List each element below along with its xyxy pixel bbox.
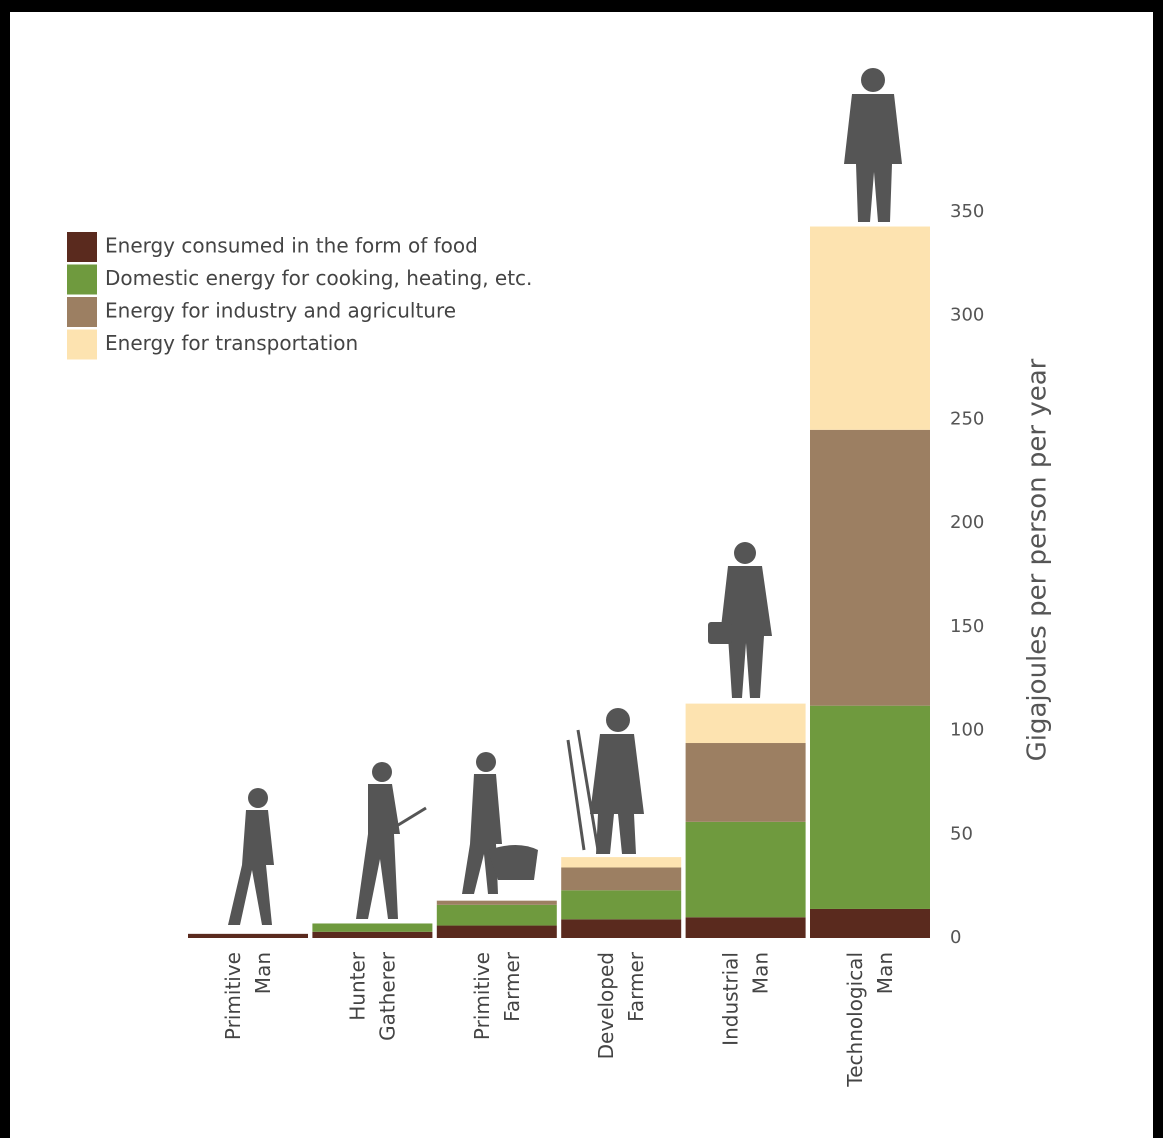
y-tick-label: 300 — [950, 305, 984, 326]
legend-label: Energy consumed in the form of food — [105, 234, 478, 258]
x-tick-label: Developed Farmer — [594, 951, 648, 1059]
y-tick-label: 250 — [950, 408, 984, 429]
silhouettes — [228, 68, 902, 925]
bar-segment — [685, 917, 806, 938]
legend-label: Domestic energy for cooking, heating, et… — [105, 266, 532, 290]
bar-segment — [436, 925, 557, 938]
bar-segment — [810, 429, 930, 706]
legend-swatch — [67, 264, 97, 295]
x-tick-label: Primitive Farmer — [470, 951, 524, 1040]
y-tick-label: 200 — [950, 512, 984, 533]
bar-segment — [561, 919, 682, 938]
background — [10, 12, 1153, 1138]
bar-segment — [312, 923, 433, 932]
y-axis-label: Gigajoules per person per year — [1023, 358, 1053, 761]
x-tick-label: Technological Man — [843, 952, 897, 1088]
bar-segment — [810, 226, 930, 430]
bar-segment — [312, 931, 433, 938]
bar-segment — [810, 705, 930, 909]
legend-swatch — [67, 297, 97, 327]
bar-segment — [685, 821, 806, 918]
y-tick-label: 50 — [950, 823, 973, 844]
bar-segment — [685, 703, 806, 744]
bar-segment — [561, 867, 682, 891]
x-tick-label: Hunter Gatherer — [345, 951, 399, 1041]
legend-label: Energy for transportation — [105, 331, 358, 355]
bar-segment — [436, 900, 557, 905]
y-tick-label: 0 — [950, 927, 961, 948]
bar-segment — [810, 908, 930, 938]
legend-swatch — [67, 329, 97, 360]
bar-segment — [188, 933, 308, 938]
x-tick-label: Industrial Man — [719, 952, 773, 1046]
y-tick-label: 150 — [950, 616, 984, 637]
bar-segment — [561, 890, 682, 920]
x-tick-label: Primitive Man — [221, 952, 275, 1040]
bar-segment — [685, 743, 806, 822]
legend-label: Energy for industry and agriculture — [105, 299, 456, 323]
bar-segment — [561, 857, 682, 868]
legend-swatch — [67, 232, 97, 262]
y-tick-label: 350 — [950, 201, 984, 222]
y-tick-label: 100 — [950, 720, 984, 741]
bar-segment — [436, 904, 557, 926]
